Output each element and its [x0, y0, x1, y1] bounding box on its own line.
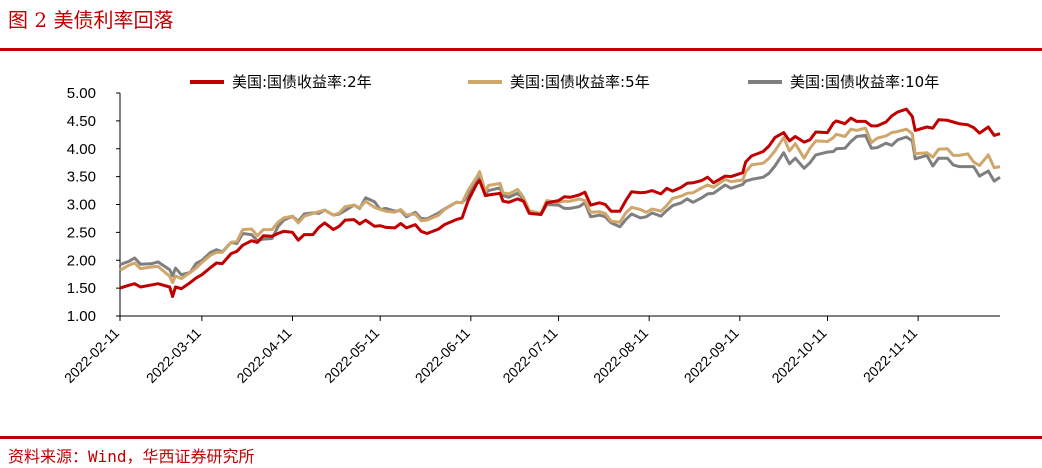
- line-chart: 1.00 1.50 2.00 2.50 3.00 3.50 4.00 4.50 5.00 2022…: [61, 73, 1001, 386]
- x-tick-label: 2022-11-11: [860, 325, 921, 386]
- y-tick-label: 3.00: [67, 197, 96, 214]
- x-tick-label: 2022-02-11: [61, 325, 122, 386]
- x-tick-label: 2022-05-11: [321, 325, 382, 386]
- x-tick-label: 2022-09-11: [681, 325, 742, 386]
- title-rule: [0, 48, 1042, 51]
- legend-label-2: 美国:国债收益率:10年: [790, 73, 939, 91]
- series-line-0: [119, 107, 1001, 298]
- y-tick-label: 1.50: [67, 280, 96, 297]
- x-tick-label: 2022-03-11: [143, 325, 204, 386]
- chart-legend: 美国:国债收益率:2年 美国:国债收益率:5年 美国:国债收益率:10年: [190, 73, 939, 91]
- y-tick-label: 4.00: [67, 141, 96, 158]
- y-tick-label: 1.00: [67, 308, 96, 325]
- y-tick-label: 4.50: [67, 113, 96, 130]
- series-line-2: [119, 133, 1001, 278]
- x-tick-label: 2022-10-11: [768, 325, 829, 386]
- x-tick-label: 2022-07-11: [499, 325, 560, 386]
- legend-label-0: 美国:国债收益率:2年: [232, 73, 372, 91]
- x-tick-label: 2022-04-11: [233, 325, 294, 386]
- y-tick-label: 2.00: [67, 252, 96, 269]
- series-line-1: [119, 126, 1001, 285]
- figure-title: 图 2 美债利率回落: [8, 8, 174, 32]
- y-tick-label: 5.00: [67, 85, 96, 102]
- y-tick-label: 2.50: [67, 224, 96, 241]
- x-tick-label: 2022-06-11: [412, 325, 473, 386]
- source-note: 资料来源：Wind，华西证券研究所: [8, 447, 255, 466]
- y-tick-label: 3.50: [67, 169, 96, 186]
- chart-lines: [119, 107, 1001, 298]
- x-tick-label: 2022-08-11: [590, 325, 651, 386]
- legend-label-1: 美国:国债收益率:5年: [510, 73, 650, 91]
- source-rule: [0, 436, 1042, 439]
